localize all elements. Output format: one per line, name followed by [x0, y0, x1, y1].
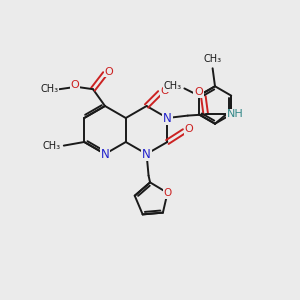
- Text: CH₃: CH₃: [43, 141, 61, 151]
- Text: N: N: [100, 148, 109, 160]
- Text: CH₃: CH₃: [203, 54, 222, 64]
- Text: N: N: [163, 112, 172, 124]
- Text: O: O: [160, 86, 169, 96]
- Text: CH₃: CH₃: [40, 84, 58, 94]
- Text: O: O: [71, 80, 80, 90]
- Text: O: O: [164, 188, 172, 198]
- Text: O: O: [194, 87, 203, 98]
- Text: CH₃: CH₃: [163, 81, 182, 92]
- Text: O: O: [105, 67, 113, 76]
- Text: O: O: [185, 124, 194, 134]
- Text: N: N: [142, 148, 151, 160]
- Text: NH: NH: [227, 110, 244, 119]
